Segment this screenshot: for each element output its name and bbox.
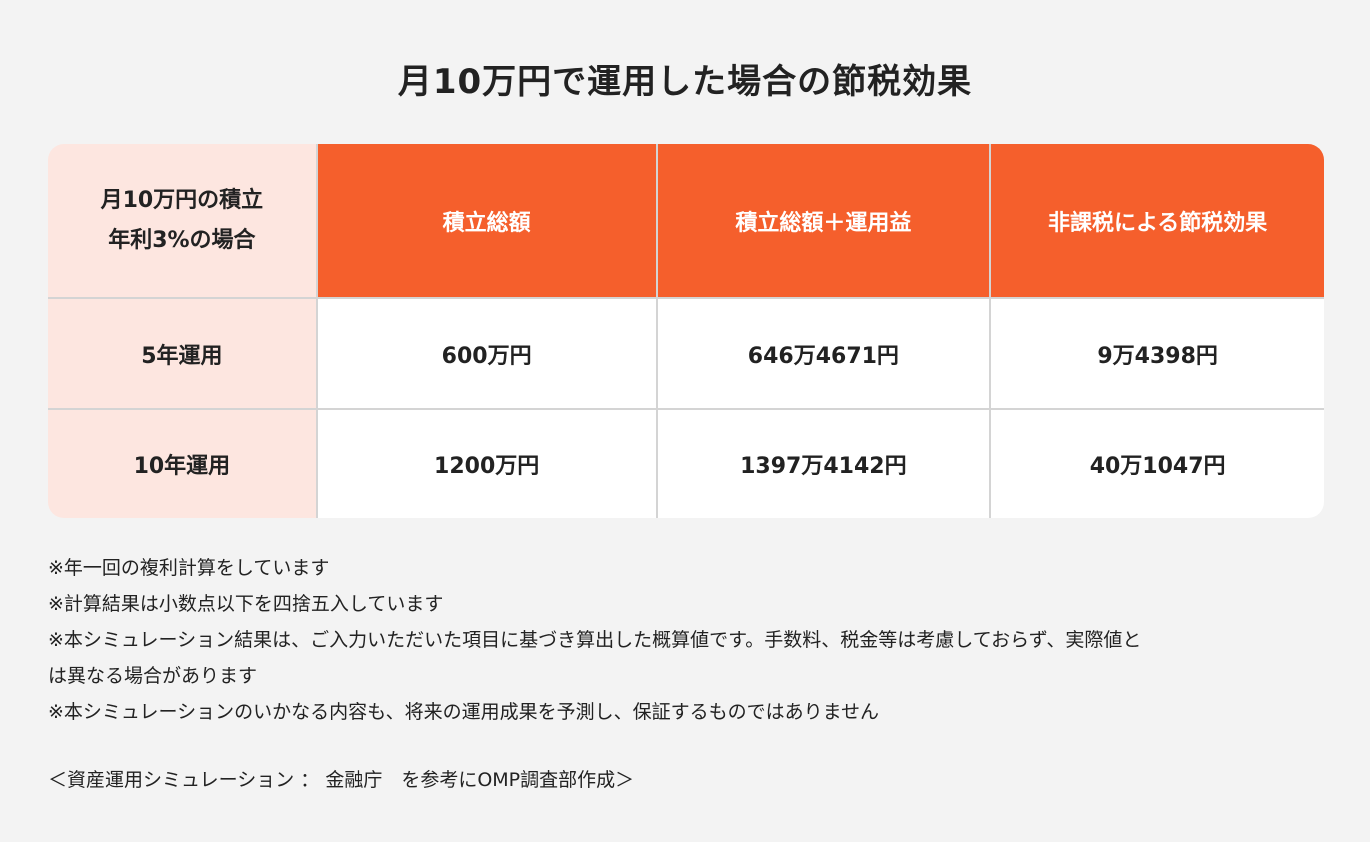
row-label: 10年運用 [48, 408, 318, 518]
note-line: ※年一回の複利計算をしています [48, 557, 330, 579]
corner-line-1: 月10万円の積立 [100, 187, 264, 213]
cell-total-contribution: 1200万円 [317, 408, 656, 518]
page-title: 月10万円で運用した場合の節税効果 [397, 62, 973, 102]
notes: ※年一回の複利計算をしています ※計算結果は小数点以下を四捨五入しています ※本… [48, 550, 1141, 730]
cell-tax-saving: 9万4398円 [989, 297, 1324, 408]
corner-cell: 月10万円の積立 年利3%の場合 [48, 144, 318, 297]
row-label: 5年運用 [48, 297, 318, 408]
cell-total-with-gains: 646万4671円 [655, 297, 990, 408]
cell-total-with-gains: 1397万4142円 [655, 408, 990, 518]
header-total-with-gains: 積立総額＋運用益 [655, 144, 990, 297]
cell-total-contribution: 600万円 [317, 297, 656, 408]
table-row: 5年運用 600万円 646万4671円 9万4398円 [48, 297, 1324, 408]
source-credit: ＜資産運用シミュレーション ： 金融庁 を参考にOMP調査部作成＞ [48, 769, 635, 791]
table-header-row: 月10万円の積立 年利3%の場合 積立総額 積立総額＋運用益 非課税による節税効果 [48, 144, 1324, 297]
note-line: は異なる場合があります [48, 665, 258, 687]
note-line: ※本シミュレーション結果は、ご入力いただいた項目に基づき算出した概算値です。手数… [48, 629, 1142, 651]
table-row: 10年運用 1200万円 1397万4142円 40万1047円 [48, 408, 1324, 518]
note-line: ※本シミュレーションのいかなる内容も、将来の運用成果を予測し、保証するものではあ… [48, 701, 880, 723]
note-line: ※計算結果は小数点以下を四捨五入しています [48, 593, 444, 615]
cell-tax-saving: 40万1047円 [989, 408, 1324, 518]
header-total-contribution: 積立総額 [317, 144, 656, 297]
tax-effect-table: 月10万円の積立 年利3%の場合 積立総額 積立総額＋運用益 非課税による節税効果… [48, 144, 1324, 518]
corner-line-2: 年利3%の場合 [108, 227, 256, 253]
header-tax-saving: 非課税による節税効果 [989, 144, 1324, 297]
